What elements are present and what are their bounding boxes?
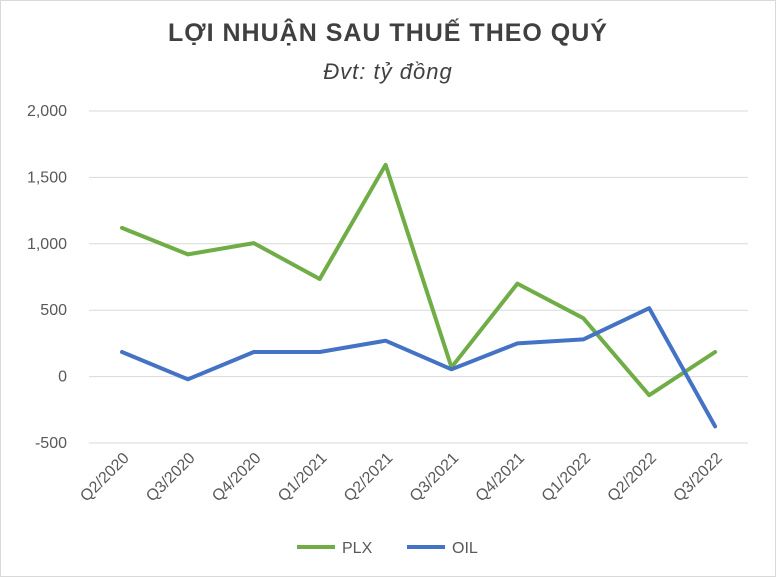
x-axis-ticks: Q2/2020 Q3/2020 Q4/2020 Q1/2021 Q2/2021 Q3/20…: [77, 450, 726, 505]
x-tick-label: Q2/2021: [341, 450, 396, 505]
y-tick-label: -500: [35, 435, 67, 452]
legend-label-oil: OIL: [452, 540, 478, 557]
y-tick-label: 0: [58, 369, 67, 386]
y-tick-label: 2,000: [27, 103, 67, 120]
y-tick-label: 500: [40, 302, 67, 319]
x-tick-label: Q4/2021: [473, 450, 528, 505]
chart-title: LỢI NHUẬN SAU THUẾ THEO QUÝ: [167, 19, 608, 47]
y-axis-ticks: 2,000 1,500 1,000 500 0 -500: [27, 103, 67, 452]
x-tick-label: Q3/2020: [143, 450, 198, 505]
series-line-oil: [120, 306, 718, 429]
legend-label-plx: PLX: [342, 540, 373, 557]
x-tick-label: Q1/2022: [539, 450, 594, 505]
x-tick-label: Q3/2021: [407, 450, 462, 505]
series-line-plx: [120, 162, 718, 398]
y-tick-label: 1,500: [27, 169, 67, 186]
y-tick-label: 1,000: [27, 236, 67, 253]
x-tick-label: Q3/2022: [670, 450, 725, 505]
x-tick-label: Q4/2020: [209, 450, 264, 505]
x-tick-label: Q2/2022: [605, 450, 660, 505]
x-tick-label: Q1/2021: [275, 450, 330, 505]
series-lines: [120, 162, 718, 429]
chart-subtitle: Đvt: tỷ đồng: [323, 59, 453, 84]
x-tick-label: Q2/2020: [77, 450, 132, 505]
legend: PLX OIL: [297, 540, 478, 557]
